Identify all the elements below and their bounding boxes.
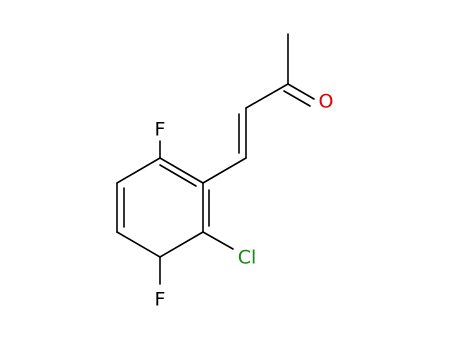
bond bbox=[202, 157, 247, 184]
atom-label: O bbox=[319, 91, 334, 113]
bond bbox=[283, 90, 311, 107]
atom-label: F bbox=[155, 289, 166, 311]
bond bbox=[116, 157, 161, 184]
bond bbox=[245, 83, 289, 109]
bond bbox=[159, 164, 197, 187]
bond bbox=[202, 231, 234, 250]
bond bbox=[159, 157, 204, 184]
atom-label: Cl bbox=[238, 247, 257, 269]
bond bbox=[116, 231, 161, 258]
bond bbox=[159, 231, 204, 258]
bond bbox=[287, 83, 315, 100]
bonds bbox=[116, 33, 315, 285]
atom-label: F bbox=[155, 119, 166, 141]
